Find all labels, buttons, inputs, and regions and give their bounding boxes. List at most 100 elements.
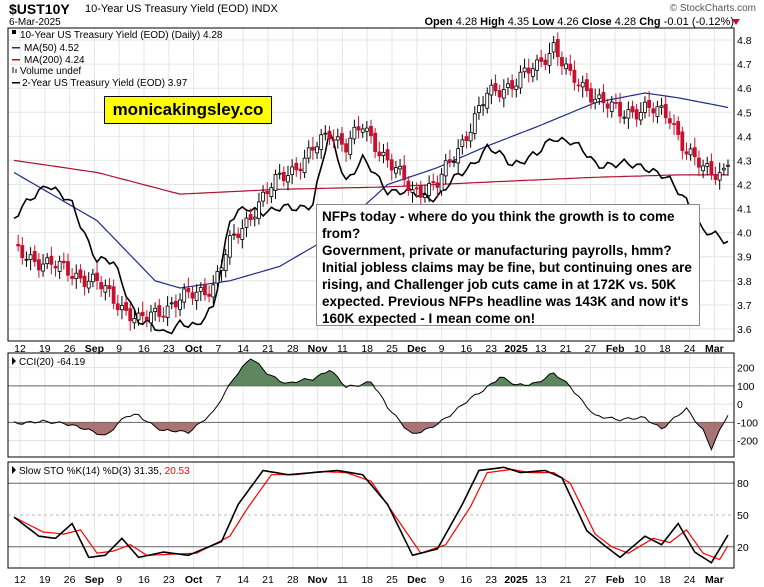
x-tick-label: 23 bbox=[163, 343, 175, 355]
x-tick-label: 16 bbox=[138, 343, 150, 355]
x-tick-label: 10 bbox=[634, 343, 646, 355]
x-tick-label: 26 bbox=[64, 343, 76, 355]
x-tick-label: 21 bbox=[262, 343, 274, 355]
ohlc-summary: Open 4.28 High 4.35 Low 4.26 Close 4.28 … bbox=[425, 16, 735, 28]
candle-body bbox=[539, 57, 544, 62]
candle-body bbox=[468, 131, 473, 142]
candle-body bbox=[340, 133, 344, 145]
x-tick-label: Feb bbox=[606, 574, 625, 586]
x-tick-label: 21 bbox=[560, 343, 572, 355]
x-tick-label: 23 bbox=[485, 343, 497, 355]
cci-tick-label: 200 bbox=[737, 363, 755, 375]
ma200-line bbox=[13, 159, 728, 195]
candle-body bbox=[20, 245, 25, 259]
candle-body bbox=[497, 90, 502, 98]
candle-body bbox=[178, 299, 182, 310]
candle-body bbox=[53, 265, 58, 269]
legend-ust2: 2-Year US Treasury Yield (EOD) 3.97 bbox=[22, 78, 188, 89]
x-tick-label: 14 bbox=[237, 343, 249, 355]
candle-body bbox=[66, 261, 70, 276]
chg-label: Chg bbox=[639, 16, 661, 28]
candle-body bbox=[626, 109, 631, 119]
candle-body bbox=[90, 273, 95, 283]
candle-body bbox=[169, 302, 174, 305]
candle-body bbox=[705, 163, 710, 167]
x-tick-label: 9 bbox=[439, 574, 445, 586]
candle-body bbox=[580, 81, 585, 88]
candle-body bbox=[638, 112, 643, 121]
y-tick-label: 3.9 bbox=[737, 252, 752, 264]
annotation-box: NFPs today - where do you think the grow… bbox=[316, 204, 700, 326]
candle-body bbox=[211, 284, 216, 298]
candle-body bbox=[423, 194, 427, 198]
legend-swatch-main bbox=[12, 30, 16, 34]
legend-swatch-volume-2 bbox=[15, 69, 17, 73]
candle-body bbox=[203, 283, 207, 296]
candle-body bbox=[680, 131, 685, 151]
x-tick-label: 7 bbox=[215, 343, 221, 355]
x-tick-label: Feb bbox=[606, 343, 625, 355]
candle-body bbox=[713, 174, 718, 181]
candle-body bbox=[609, 101, 614, 112]
x-tick-label: 12 bbox=[14, 574, 26, 586]
y-tick-label: 4.5 bbox=[737, 107, 752, 119]
sto-label-k: Slow STO %K(14) %D(3) 31.35, bbox=[19, 466, 162, 477]
candle-body bbox=[676, 121, 681, 135]
stockcharts-brand[interactable]: © StockCharts.com bbox=[669, 3, 756, 14]
candle-body bbox=[360, 128, 365, 133]
candle-body bbox=[257, 201, 261, 219]
candle-body bbox=[643, 101, 647, 113]
cci-fill-positive bbox=[14, 359, 728, 386]
x-tick-label: 16 bbox=[461, 574, 473, 586]
candle-body bbox=[394, 167, 398, 174]
candle-body bbox=[136, 312, 141, 321]
candle-body bbox=[273, 174, 278, 191]
candle-body bbox=[510, 80, 515, 90]
candle-body bbox=[427, 183, 432, 196]
candle-body bbox=[45, 257, 50, 265]
legend-swatch-ma200 bbox=[12, 59, 20, 61]
x-tick-label: 18 bbox=[659, 343, 671, 355]
x-tick-label: 24 bbox=[684, 574, 696, 586]
candle-body bbox=[277, 172, 282, 175]
chart-date: 6-Mar-2025 bbox=[9, 17, 61, 28]
annotation-paragraph-1: NFPs today - where do you think the grow… bbox=[322, 209, 675, 241]
candle-body bbox=[667, 118, 672, 124]
candle-body bbox=[447, 159, 452, 163]
candle-body bbox=[701, 165, 705, 172]
candle-body bbox=[530, 68, 535, 77]
sto-tick-label: 50 bbox=[737, 510, 749, 522]
exchange-label: INDX bbox=[251, 3, 278, 15]
x-tick-label: 27 bbox=[585, 343, 597, 355]
annotation-paragraph-2: Government, private or manufacturing pay… bbox=[322, 243, 692, 326]
candle-body bbox=[576, 84, 581, 87]
candle-body bbox=[485, 92, 490, 109]
candle-body bbox=[207, 293, 212, 297]
cci-line bbox=[13, 358, 729, 451]
candle-body bbox=[614, 102, 618, 104]
candle-body bbox=[41, 263, 45, 272]
candle-body bbox=[364, 127, 369, 132]
open-value: 4.28 bbox=[455, 16, 478, 28]
candle-body bbox=[194, 291, 199, 302]
x-tick-label: Oct bbox=[185, 343, 203, 355]
candle-body bbox=[323, 132, 328, 135]
candle-body bbox=[456, 148, 461, 164]
candle-body bbox=[269, 187, 274, 197]
candle-body bbox=[431, 181, 436, 184]
candle-body bbox=[634, 109, 639, 120]
y-tick-label: 4.3 bbox=[737, 155, 752, 167]
panel-frames bbox=[7, 27, 735, 569]
x-tick-label: 23 bbox=[163, 574, 175, 586]
x-tick-label: 2025 bbox=[504, 574, 528, 586]
x-tick-label: 28 bbox=[287, 574, 299, 586]
candle-body bbox=[173, 300, 178, 308]
x-tick-label: Nov bbox=[308, 574, 328, 586]
sto-k-line bbox=[13, 466, 729, 564]
candle-body bbox=[157, 305, 162, 317]
y-tick-label: 3.7 bbox=[737, 300, 752, 312]
candle-body bbox=[663, 104, 668, 119]
candle-body bbox=[348, 137, 353, 156]
candle-body bbox=[647, 99, 652, 108]
